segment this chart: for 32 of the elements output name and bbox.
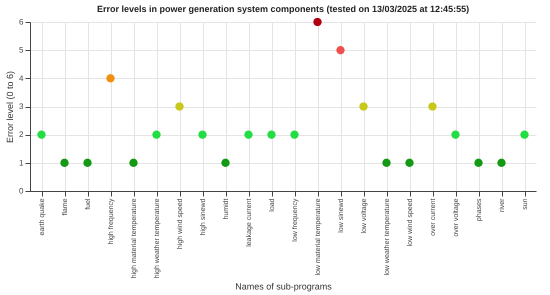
point (267, 130, 276, 139)
y-tick-label: 4 (19, 74, 24, 83)
point (520, 130, 529, 139)
point (290, 130, 299, 139)
point (474, 158, 483, 168)
point (313, 18, 322, 26)
y-tick-label: 0 (19, 186, 24, 196)
y-tick-label: 1 (19, 158, 24, 168)
y-axis-title: Error level (0 to 6) (5, 70, 16, 144)
point (221, 158, 230, 168)
point (175, 102, 184, 111)
point (336, 46, 345, 54)
point (428, 102, 437, 111)
chart-title: Error levels in power generation system components (tested on 13/03/2025 at 12:45:55) (96, 4, 470, 14)
y-tick-label: 2 (19, 130, 24, 140)
y-tick-label: 6 (19, 18, 24, 26)
point (37, 130, 46, 139)
y-tick-label: 3 (19, 102, 24, 111)
point (60, 158, 69, 168)
point (129, 158, 138, 168)
point (152, 130, 161, 139)
point (83, 158, 92, 168)
point (405, 158, 414, 168)
point (451, 130, 460, 139)
point (198, 130, 207, 139)
point (359, 102, 368, 111)
point (382, 158, 391, 168)
point (244, 130, 253, 139)
y-tick-label: 5 (19, 46, 24, 55)
point (497, 158, 506, 168)
point (106, 74, 115, 83)
x-axis-title: Names of sub-programs (235, 281, 332, 292)
